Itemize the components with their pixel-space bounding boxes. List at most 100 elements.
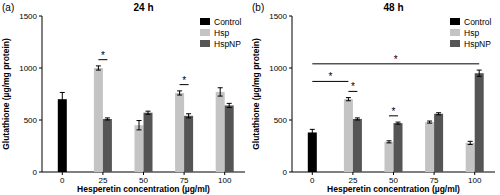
error-cap — [227, 107, 232, 108]
y-axis — [292, 16, 293, 172]
legend-label: HspNP — [214, 39, 241, 49]
x-tick — [184, 172, 185, 175]
error-bar — [229, 103, 230, 107]
legend-swatch — [200, 29, 210, 36]
error-cap — [468, 141, 473, 142]
error-bar — [98, 66, 99, 70]
y-tick-label: 1500 — [19, 12, 37, 21]
error-cap — [468, 144, 473, 145]
legend: ControlHspHspNP — [200, 17, 242, 49]
bar — [58, 99, 67, 172]
legend-swatch — [450, 18, 460, 25]
title: 48 h — [383, 2, 403, 13]
significance-label: * — [101, 50, 105, 61]
y-tick-label: 1000 — [19, 64, 37, 73]
bar — [144, 113, 153, 172]
y-tick-label: 0 — [33, 168, 38, 177]
error-cap — [186, 113, 191, 114]
x-tick — [393, 172, 394, 175]
y-tick — [39, 172, 42, 173]
x-axis-label: Hesperetin concentration (µg/ml) — [327, 184, 460, 194]
legend-label: HspNP — [464, 39, 491, 49]
bar — [344, 99, 353, 172]
panel: (a)24 h050010001500Glutathione (µg/mg pr… — [1, 2, 245, 194]
bar — [394, 123, 403, 172]
error-cap — [96, 70, 101, 71]
error-cap — [477, 76, 482, 77]
error-bar — [188, 114, 189, 118]
bar — [425, 122, 434, 172]
y-tick — [289, 68, 292, 69]
x-tick-label: 100 — [218, 176, 232, 185]
x-tick — [62, 172, 63, 175]
error-cap — [218, 96, 223, 97]
panel-label: (a) — [2, 2, 14, 13]
x-tick-label: 100 — [468, 176, 482, 185]
significance-label: * — [351, 81, 355, 92]
error-bar — [179, 91, 180, 95]
legend-swatch — [450, 29, 460, 36]
x-axis-label: Hesperetin concentration (µg/ml) — [77, 184, 210, 194]
plot-area — [308, 70, 484, 172]
error-cap — [218, 87, 223, 88]
y-tick-label: 1500 — [269, 12, 287, 21]
legend-label: Hsp — [464, 28, 479, 38]
y-axis-label: Glutathione (µg/mg protein) — [251, 38, 261, 150]
bar — [385, 142, 394, 172]
bar — [434, 114, 443, 172]
significance-label: * — [328, 71, 332, 82]
error-cap — [177, 90, 182, 91]
y-tick — [39, 120, 42, 121]
x-tick — [352, 172, 353, 175]
bar — [94, 68, 103, 172]
error-cap — [355, 117, 360, 118]
error-cap — [137, 120, 142, 121]
y-axis-label: Glutathione (µg/mg protein) — [1, 38, 11, 150]
bar — [175, 93, 184, 172]
error-cap — [60, 92, 65, 93]
significance-label: * — [394, 54, 398, 65]
error-bar — [62, 92, 63, 106]
x-tick-label: 0 — [60, 176, 65, 185]
legend-swatch — [200, 40, 210, 47]
panel: (b) 48 h 0 500 1000 1500 Glutathione (µg/mg pr… — [251, 2, 495, 194]
error-cap — [146, 111, 151, 112]
x-tick-label: 0 — [310, 176, 315, 185]
error-cap — [427, 123, 432, 124]
error-cap — [96, 65, 101, 66]
bar — [103, 119, 112, 172]
error-cap — [60, 105, 65, 106]
error-cap — [387, 142, 392, 143]
bar — [135, 125, 144, 172]
bar — [466, 143, 475, 172]
x-tick — [224, 172, 225, 175]
error-cap — [105, 120, 110, 121]
y-tick — [39, 68, 42, 69]
error-cap — [177, 95, 182, 96]
plot-area — [58, 66, 234, 172]
x-tick — [143, 172, 144, 175]
error-cap — [427, 121, 432, 122]
significance-label: * — [392, 106, 396, 117]
y-tick-label: 1000 — [269, 64, 287, 73]
title: 24 h — [133, 2, 153, 13]
error-cap — [105, 117, 110, 118]
bar — [475, 73, 484, 172]
y-tick — [289, 172, 292, 173]
error-cap — [436, 114, 441, 115]
y-axis — [42, 16, 43, 172]
x-tick — [434, 172, 435, 175]
y-tick — [289, 120, 292, 121]
figure: (a)24 h050010001500Glutathione (µg/mg pr… — [0, 0, 500, 195]
error-cap — [186, 117, 191, 118]
error-bar — [139, 121, 140, 130]
error-cap — [146, 114, 151, 115]
bar — [184, 116, 193, 172]
error-cap — [355, 120, 360, 121]
y-tick-label: 500 — [274, 116, 288, 125]
error-cap — [387, 140, 392, 141]
y-tick-label: 500 — [24, 116, 38, 125]
x-tick — [474, 172, 475, 175]
x-tick — [102, 172, 103, 175]
panel-label: (b) — [252, 2, 264, 13]
